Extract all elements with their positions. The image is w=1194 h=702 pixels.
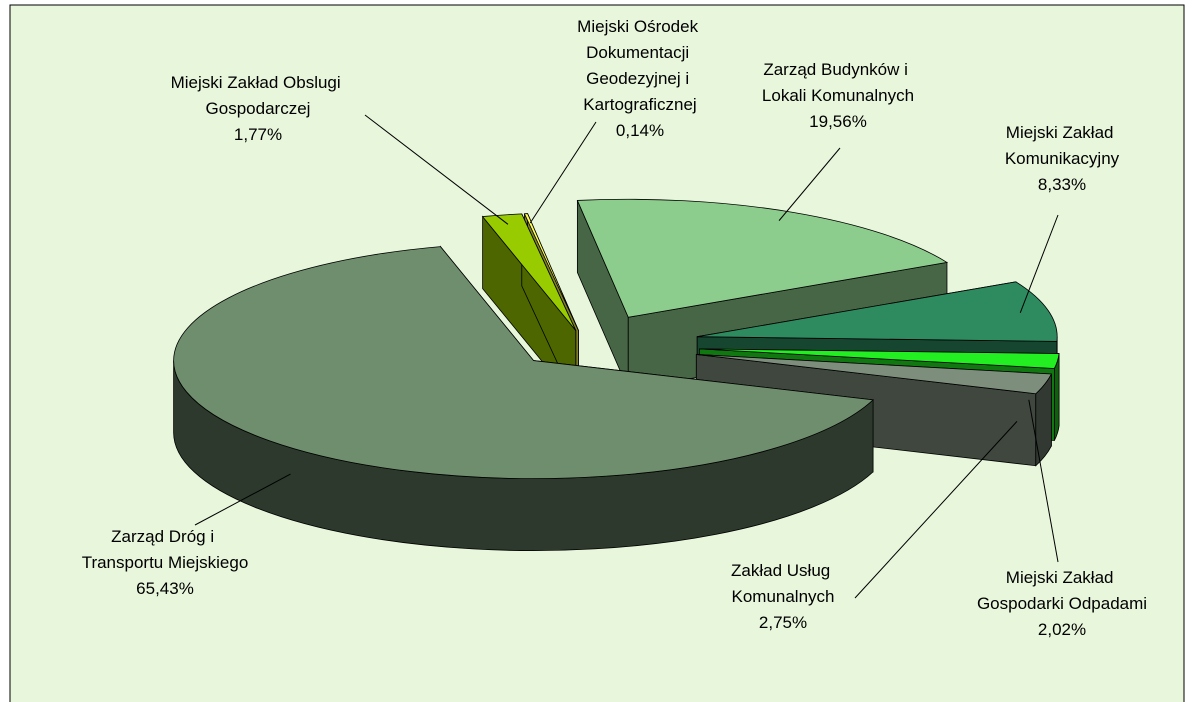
leader-line	[854, 421, 1018, 599]
leader-line	[364, 114, 509, 225]
slice	[173, 245, 874, 551]
slice-top	[173, 246, 874, 479]
leader-line	[778, 147, 841, 221]
value-label: 2,75%	[759, 613, 807, 632]
slice-label: Miejski Zakład Gospodarki Odpadami	[977, 568, 1147, 613]
slice-label: Miejski Zakład Komunikacyjny	[1005, 123, 1120, 168]
slice-top	[523, 213, 579, 331]
leader-line	[529, 121, 597, 224]
slice-top	[697, 281, 1058, 342]
slice-top	[699, 348, 1060, 369]
leader-line	[1019, 214, 1059, 313]
slice-top	[576, 198, 949, 318]
slice-top	[696, 354, 1052, 395]
value-label: 65,43%	[136, 579, 194, 598]
slice-label: Miejski Zakład Obslugi Gospodarczej	[171, 73, 346, 118]
value-label: 19,56%	[809, 112, 867, 131]
value-label: 8,33%	[1038, 175, 1086, 194]
slice-label: Zarząd Dróg i Transportu Miejskiego	[82, 527, 249, 572]
slice-label: Zarząd Budynków i Lokali Komunalnych	[762, 60, 914, 105]
slice-label: Miejski Ośrodek Dokumentacji Geodezyjnej…	[577, 17, 703, 114]
leader-line	[194, 473, 291, 526]
value-label: 1,77%	[234, 125, 282, 144]
value-label: 2,02%	[1038, 620, 1086, 639]
value-label: 0,14%	[616, 121, 664, 140]
slice-top	[481, 213, 577, 331]
leader-line	[1028, 399, 1059, 563]
slice	[481, 213, 577, 404]
slice-label: Zakład Usług Komunalnych	[731, 561, 835, 606]
